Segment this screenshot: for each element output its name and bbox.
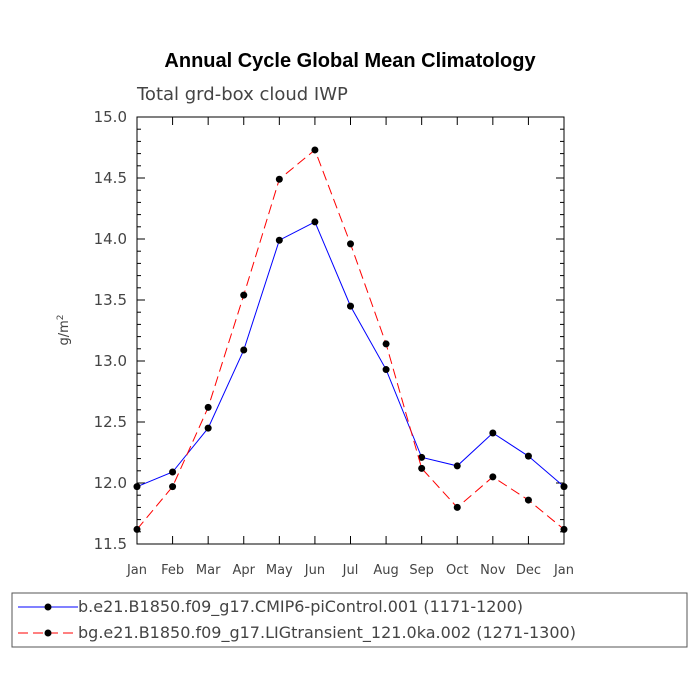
y-axis-label: g/m2 (56, 314, 72, 345)
data-point-series-2 (204, 403, 212, 411)
data-point-series-1 (524, 452, 532, 460)
plot-frame (136, 116, 565, 545)
x-tick-label: Sep (409, 563, 434, 578)
data-point-series-1 (311, 218, 319, 226)
data-point-series-1 (240, 346, 248, 354)
data-point-series-1 (204, 424, 212, 432)
data-point-series-2 (311, 146, 319, 154)
chart-subtitle: Total grd-box cloud IWP (136, 84, 348, 105)
legend-marker-2 (44, 629, 52, 637)
y-tick-label: 13.0 (94, 352, 127, 370)
x-tick-label: Jul (342, 563, 359, 578)
data-point-series-1 (169, 468, 177, 476)
x-tick-label: Jun (304, 563, 325, 578)
data-point-series-1 (275, 236, 283, 244)
data-point-series-2 (382, 340, 390, 348)
x-tick-label: Mar (196, 563, 221, 578)
data-point-series-1 (453, 462, 461, 470)
series-line-2 (136, 149, 565, 530)
data-point-series-2 (489, 473, 497, 481)
legend: b.e21.B1850.f09_g17.CMIP6-piControl.001 … (11, 592, 688, 648)
data-point-series-2 (133, 525, 141, 533)
data-point-series-2 (240, 291, 248, 299)
chart-title: Annual Cycle Global Mean Climatology (164, 50, 536, 72)
data-point-series-1 (382, 366, 390, 374)
x-tick-label: Feb (161, 563, 184, 578)
x-tick-label: Aug (373, 563, 398, 578)
legend-marker-1 (44, 603, 52, 611)
data-point-series-2 (169, 483, 177, 491)
x-tick-label: Oct (446, 563, 468, 578)
data-point-series-2 (524, 496, 532, 504)
data-point-series-2 (347, 240, 354, 248)
data-point-series-1 (560, 483, 568, 491)
x-tick-label: Nov (480, 563, 506, 578)
y-tick-label: 15.0 (94, 108, 127, 126)
x-tick-label: May (266, 563, 293, 578)
legend-label-2: bg.e21.B1850.f09_g17.LIGtransient_121.0k… (78, 623, 576, 643)
series-line-1 (136, 221, 565, 488)
y-tick-label: 11.5 (94, 535, 127, 553)
data-point-series-2 (560, 525, 568, 533)
x-tick-label: Jan (126, 563, 147, 578)
y-tick-label: 12.0 (94, 474, 127, 492)
y-tick-label: 14.5 (94, 169, 127, 187)
y-tick-label: 13.5 (94, 291, 127, 309)
axes: 11.5 12.0 12.5 13.0 13.5 14.0 14.5 15.0 Jan Feb Ma… (94, 108, 574, 578)
x-tick-label: Dec (516, 563, 541, 578)
y-tick-label: 12.5 (94, 413, 127, 431)
data-point-series-1 (347, 302, 354, 310)
legend-box (11, 592, 688, 648)
data-point-series-2 (418, 464, 426, 472)
data-point-series-2 (453, 503, 461, 511)
data-point-series-1 (489, 429, 497, 437)
data-point-series-1 (418, 453, 426, 461)
y-tick-label: 14.0 (94, 230, 127, 248)
x-tick-label: Apr (233, 563, 256, 578)
x-tick-label: Jan (553, 563, 574, 578)
data-point-series-2 (275, 175, 283, 183)
data-point-series-1 (133, 483, 141, 491)
legend-label-1: b.e21.B1850.f09_g17.CMIP6-piControl.001 … (78, 597, 523, 617)
series-layer (133, 146, 568, 533)
